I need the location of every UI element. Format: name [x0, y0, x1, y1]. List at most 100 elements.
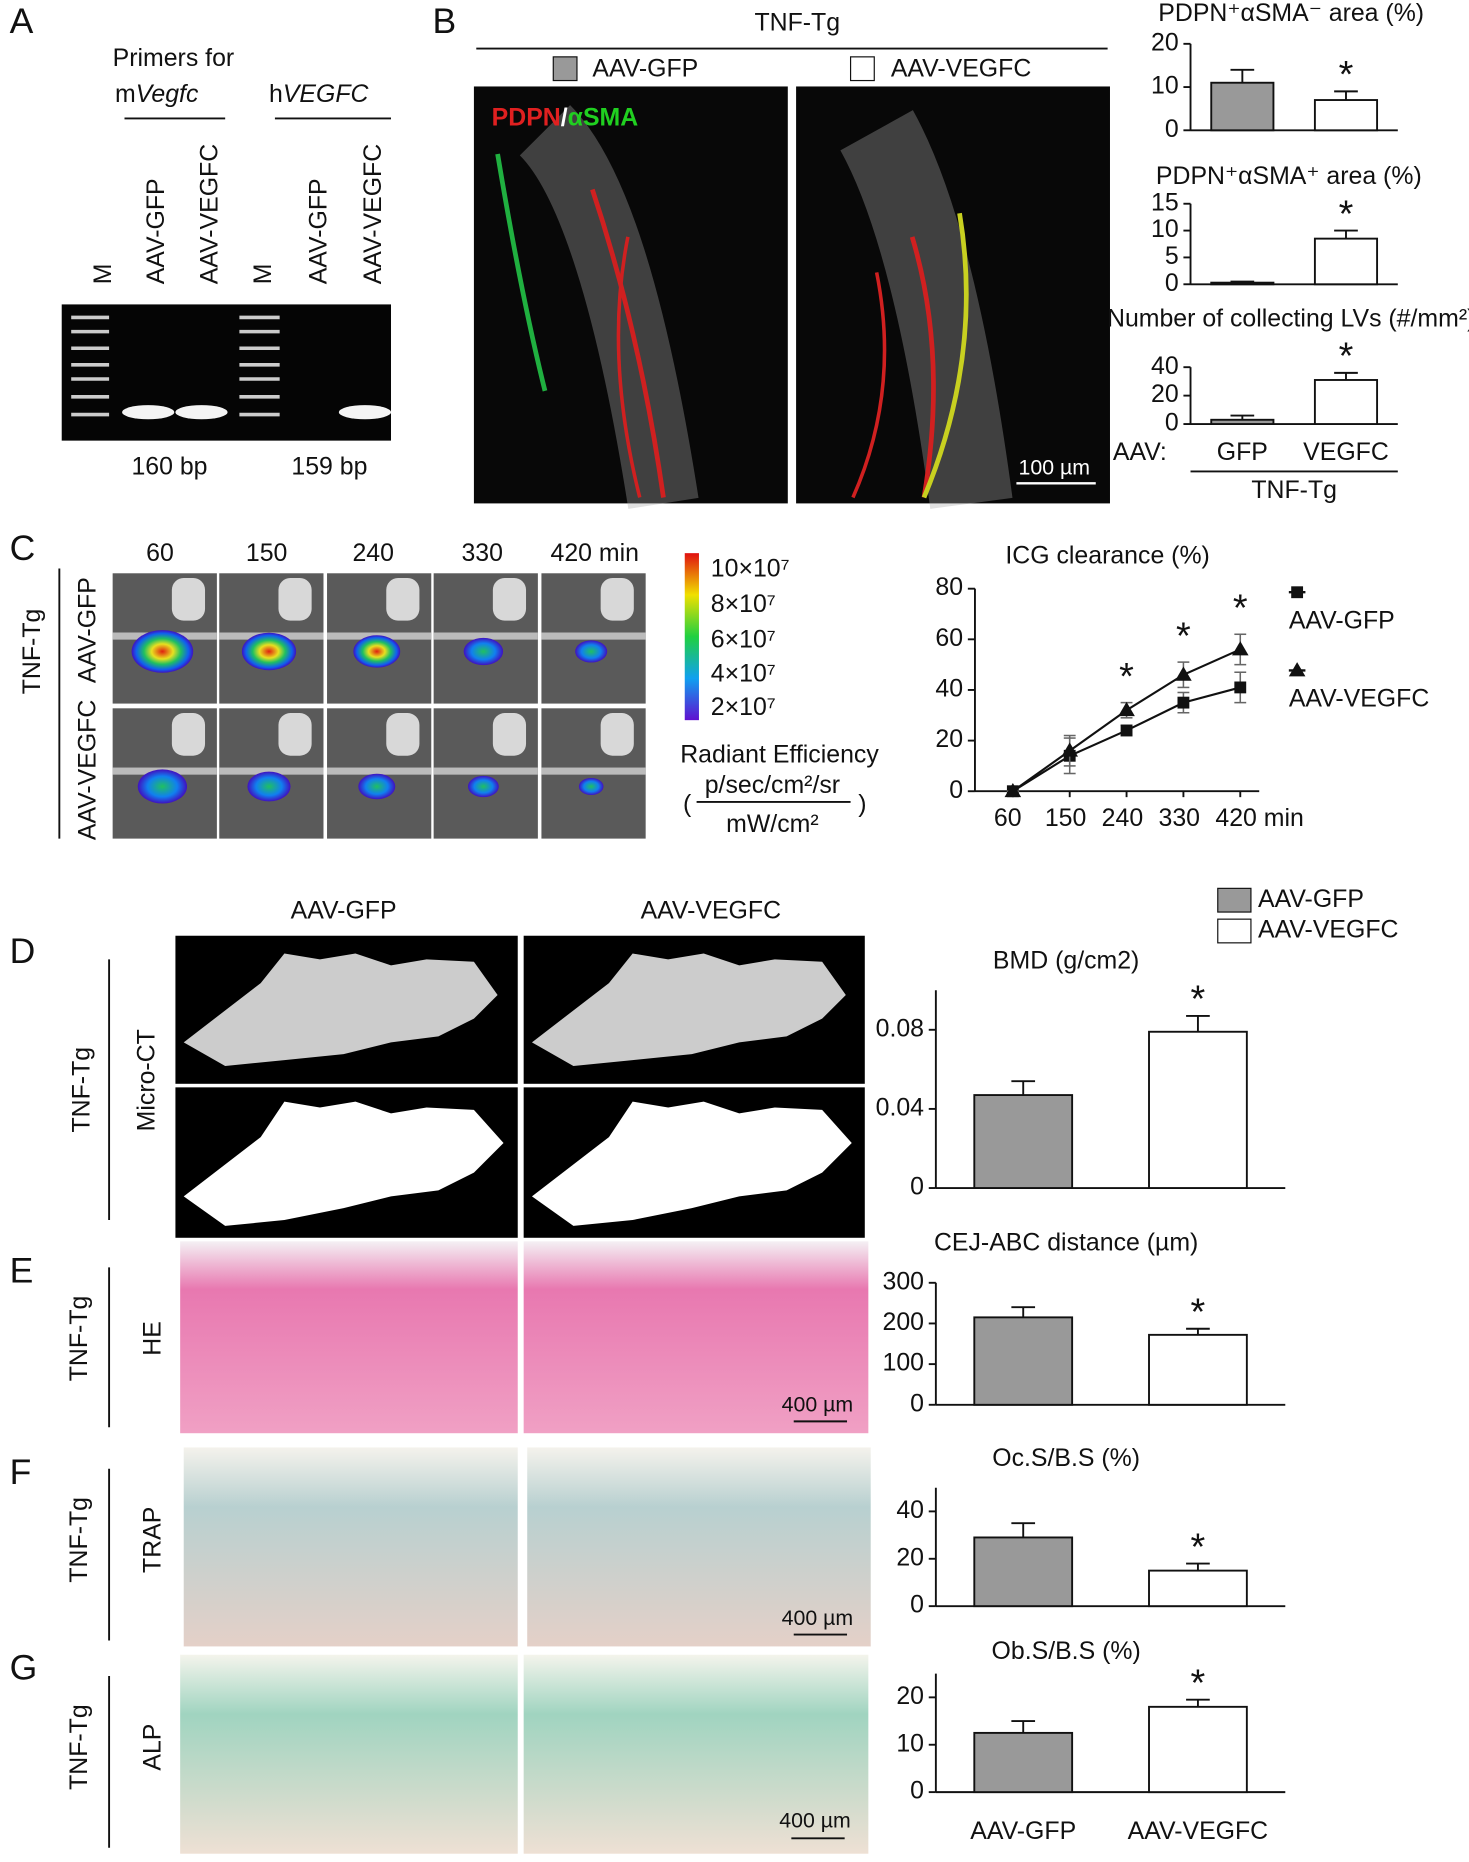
y-tick-label: 200	[883, 1308, 924, 1336]
ivis-signal	[463, 637, 504, 666]
time-label: 330	[461, 539, 502, 567]
significance-mark: *	[1233, 588, 1248, 630]
chart-title: Ob.S/B.S (%)	[992, 1637, 1141, 1665]
significance-mark: *	[1176, 615, 1191, 657]
y-tick-label: 0.04	[876, 1093, 925, 1121]
fluorescence-image	[796, 86, 1110, 504]
y-tick-label: 40	[1151, 352, 1179, 380]
y-tick-label: 40	[896, 1496, 924, 1524]
group-label: TNF-Tg	[18, 609, 46, 695]
y-tick-label: 0	[910, 1591, 924, 1619]
y-tick-label: 20	[896, 1543, 924, 1571]
y-tick-label: 40	[935, 675, 963, 703]
y-tick-label: 5	[1165, 242, 1179, 270]
panel-label: F	[10, 1452, 32, 1492]
data-point	[1234, 681, 1247, 694]
y-tick-label: 10	[896, 1729, 924, 1757]
unit-numerator: p/sec/cm²/sr	[705, 771, 840, 799]
ivis-detail	[433, 767, 538, 775]
bar	[1313, 99, 1379, 132]
lane-label: AAV-VEGFC	[196, 144, 224, 284]
histology-image	[180, 1654, 518, 1854]
error-bar	[1011, 1080, 1036, 1096]
histology-image	[527, 1447, 871, 1647]
bar	[973, 1731, 1074, 1794]
panel-label: E	[10, 1251, 34, 1291]
bar	[1210, 418, 1275, 425]
y-tick-label: 20	[935, 725, 963, 753]
row-label: Micro-CT	[133, 1029, 161, 1131]
x-tick-label: GFP	[1217, 438, 1268, 466]
significance-mark: *	[1339, 54, 1354, 96]
ivis-signal	[247, 771, 291, 802]
y-tick-label: 0	[1165, 115, 1179, 143]
data-point	[1004, 782, 1022, 798]
bar	[973, 1316, 1074, 1406]
error-bar	[1334, 229, 1358, 239]
lane-labels: M AAV-GFP AAV-VEGFC M AAV-GFP AAV-VEGFC	[89, 144, 387, 284]
ivis-detail	[541, 632, 646, 640]
chart-title: PDPN⁺αSMA⁻ area (%)	[1158, 0, 1424, 27]
x-tick-label: 240	[1102, 804, 1143, 832]
chart-title: BMD (g/cm2)	[993, 946, 1139, 974]
gene-name: Vegfc	[136, 79, 199, 107]
time-label: 420 min	[551, 539, 639, 567]
ivis-signal	[137, 769, 188, 804]
error-bar	[1230, 68, 1255, 83]
data-point	[1175, 666, 1192, 681]
error-bar	[1186, 1562, 1210, 1571]
stain-label: PDPN/αSMA	[492, 103, 639, 131]
histology-image	[180, 1241, 518, 1434]
ivis-signal	[358, 773, 396, 800]
paren: )	[858, 790, 866, 818]
chart-title: CEJ-ABC distance (µm)	[934, 1228, 1198, 1256]
colorbar	[684, 553, 699, 721]
ivis-detail	[219, 767, 324, 775]
significance-mark: *	[1191, 1292, 1206, 1334]
histology-image	[523, 1654, 869, 1854]
gel-image	[61, 304, 392, 441]
data-point	[1118, 701, 1135, 717]
ivis-signal	[575, 640, 608, 663]
chart-title: Number of collecting LVs (#/mm²)	[1107, 304, 1469, 332]
y-tick-label: 0	[1165, 269, 1179, 297]
y-tick-label: 0	[910, 1389, 924, 1417]
lane-label: AAV-VEGFC	[359, 144, 387, 284]
colorbar-title: Radiant Efficiency	[680, 740, 879, 768]
panel-label: D	[10, 931, 36, 971]
y-tick-label: 20	[1151, 380, 1179, 408]
chart-title: Oc.S/B.S (%)	[992, 1444, 1140, 1472]
ivis-signal	[131, 630, 194, 673]
column-label: AAV-GFP	[291, 897, 397, 925]
x-tick-label: 420 min	[1215, 804, 1303, 832]
chart-title: ICG clearance (%)	[1005, 541, 1209, 569]
lane-label: AAV-GFP	[304, 178, 332, 284]
ladder	[71, 315, 280, 417]
colorbar-label: 4×10⁷	[711, 660, 776, 688]
error-bar	[1230, 414, 1255, 420]
y-tick-label: 300	[883, 1267, 924, 1295]
stain-red: PDPN	[492, 103, 561, 131]
ivis-detail	[433, 632, 538, 640]
legend-label: AAV-GFP	[592, 54, 698, 82]
ivis-signal	[578, 777, 604, 796]
scale-label: 400 µm	[782, 1606, 854, 1630]
y-tick-label: 80	[935, 573, 963, 601]
y-tick-label: 10	[1151, 215, 1179, 243]
y-tick-label: 0	[910, 1777, 924, 1805]
row-label: ALP	[139, 1724, 167, 1771]
legend-swatch	[849, 56, 875, 82]
scale-label: 100 µm	[1019, 456, 1091, 480]
x-prefix: AAV:	[1113, 438, 1167, 466]
significance-mark: *	[1339, 336, 1354, 378]
time-label: 240	[352, 539, 393, 567]
legend-label: AAV-GFP	[1289, 606, 1395, 634]
significance-mark: *	[1191, 1526, 1206, 1568]
fluorescence-image	[473, 86, 788, 504]
gene-prefix: m	[115, 79, 136, 107]
bar	[1210, 81, 1275, 132]
data-point	[1177, 696, 1190, 709]
y-tick-label: 20	[1151, 28, 1179, 56]
y-tick-label: 60	[935, 624, 963, 652]
